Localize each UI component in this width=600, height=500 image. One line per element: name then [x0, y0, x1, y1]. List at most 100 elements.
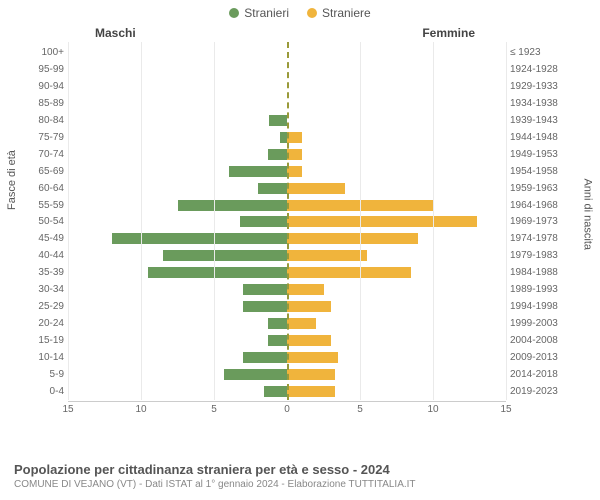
bar-male	[224, 369, 287, 380]
bar-female	[287, 267, 411, 278]
x-axis-line	[68, 401, 506, 402]
bar-female	[287, 335, 331, 346]
legend-item-male: Stranieri	[229, 6, 289, 20]
x-tick-label: 15	[500, 404, 511, 415]
age-label: 85-89	[28, 98, 64, 109]
birth-year-label: 1939-1943	[510, 115, 572, 126]
birth-year-label: 2009-2013	[510, 352, 572, 363]
bar-male	[268, 318, 287, 329]
bar-female	[287, 233, 418, 244]
bar-female	[287, 132, 302, 143]
bar-male	[268, 335, 287, 346]
bar-male	[258, 183, 287, 194]
age-label: 50-54	[28, 216, 64, 227]
age-label: 15-19	[28, 335, 64, 346]
bar-male	[243, 352, 287, 363]
age-label: 35-39	[28, 267, 64, 278]
age-label: 10-14	[28, 352, 64, 363]
gridline	[360, 42, 361, 400]
age-label: 65-69	[28, 166, 64, 177]
age-label: 20-24	[28, 318, 64, 329]
x-tick-label: 5	[357, 404, 363, 415]
gridline	[141, 42, 142, 400]
birth-year-label: 1999-2003	[510, 318, 572, 329]
x-tick-label: 10	[135, 404, 146, 415]
plot-area: 100+≤ 192395-991924-192890-941929-193385…	[68, 42, 506, 422]
bar-male	[148, 267, 287, 278]
legend-dot-female	[307, 8, 317, 18]
birth-year-label: 1979-1983	[510, 250, 572, 261]
birth-year-label: 2019-2023	[510, 386, 572, 397]
bar-male	[269, 115, 287, 126]
center-axis-line	[287, 42, 289, 400]
age-label: 80-84	[28, 115, 64, 126]
gridline	[506, 42, 507, 400]
legend: Stranieri Straniere	[0, 0, 600, 20]
x-axis-ticks: 15105051015	[68, 404, 506, 420]
x-tick-label: 5	[211, 404, 217, 415]
birth-year-label: 1989-1993	[510, 284, 572, 295]
title-block: Popolazione per cittadinanza straniera p…	[14, 462, 590, 490]
age-label: 0-4	[28, 386, 64, 397]
chart-title: Popolazione per cittadinanza straniera p…	[14, 462, 590, 477]
legend-label-male: Stranieri	[244, 6, 289, 20]
bar-female	[287, 216, 477, 227]
legend-label-female: Straniere	[322, 6, 371, 20]
birth-year-label: 1974-1978	[510, 233, 572, 244]
gridline	[214, 42, 215, 400]
legend-item-female: Straniere	[307, 6, 371, 20]
col-title-right: Femmine	[422, 26, 475, 40]
birth-year-label: 1929-1933	[510, 81, 572, 92]
birth-year-label: 1964-1968	[510, 200, 572, 211]
x-tick-label: 15	[62, 404, 73, 415]
birth-year-label: ≤ 1923	[510, 47, 572, 58]
bar-female	[287, 318, 316, 329]
bar-female	[287, 369, 335, 380]
col-title-left: Maschi	[95, 26, 136, 40]
bar-female	[287, 301, 331, 312]
age-label: 45-49	[28, 233, 64, 244]
birth-year-label: 1934-1938	[510, 98, 572, 109]
age-label: 30-34	[28, 284, 64, 295]
bar-female	[287, 149, 302, 160]
bar-male	[264, 386, 287, 397]
birth-year-label: 1969-1973	[510, 216, 572, 227]
age-label: 95-99	[28, 64, 64, 75]
age-label: 90-94	[28, 81, 64, 92]
age-label: 60-64	[28, 183, 64, 194]
age-label: 100+	[28, 47, 64, 58]
bar-male	[229, 166, 287, 177]
age-label: 75-79	[28, 132, 64, 143]
bar-male	[112, 233, 287, 244]
age-label: 70-74	[28, 149, 64, 160]
bar-male	[163, 250, 287, 261]
bar-male	[243, 284, 287, 295]
gridline	[433, 42, 434, 400]
gridline	[68, 42, 69, 400]
age-label: 5-9	[28, 369, 64, 380]
population-pyramid-chart: Stranieri Straniere Maschi Femmine Fasce…	[0, 0, 600, 500]
y-axis-left-label: Fasce di età	[6, 150, 18, 210]
chart-subtitle: COMUNE DI VEJANO (VT) - Dati ISTAT al 1°…	[14, 479, 590, 490]
y-axis-right-label: Anni di nascita	[582, 178, 594, 250]
bar-female	[287, 284, 324, 295]
birth-year-label: 1944-1948	[510, 132, 572, 143]
birth-year-label: 2014-2018	[510, 369, 572, 380]
x-tick-label: 0	[284, 404, 290, 415]
birth-year-label: 1924-1928	[510, 64, 572, 75]
birth-year-label: 2004-2008	[510, 335, 572, 346]
bar-female	[287, 386, 335, 397]
column-titles: Maschi Femmine	[95, 26, 475, 40]
age-label: 55-59	[28, 200, 64, 211]
bar-male	[268, 149, 287, 160]
bar-male	[280, 132, 287, 143]
birth-year-label: 1949-1953	[510, 149, 572, 160]
bar-female	[287, 183, 345, 194]
age-label: 25-29	[28, 301, 64, 312]
bar-female	[287, 250, 367, 261]
bar-male	[178, 200, 288, 211]
birth-year-label: 1994-1998	[510, 301, 572, 312]
bar-female	[287, 352, 338, 363]
birth-year-label: 1954-1958	[510, 166, 572, 177]
birth-year-label: 1984-1988	[510, 267, 572, 278]
